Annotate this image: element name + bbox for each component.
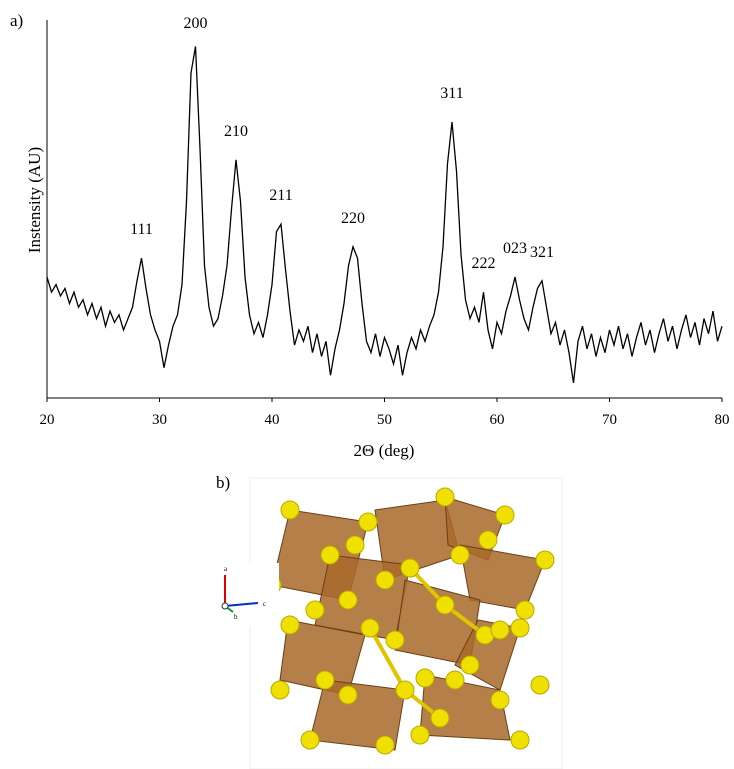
x-tick-label: 20	[40, 412, 55, 428]
x-axis-label: 2Θ (deg)	[354, 441, 415, 460]
peak-label: 200	[184, 15, 208, 32]
xrd-line	[47, 46, 722, 382]
peak-label: 311	[440, 85, 463, 102]
x-tick-label: 40	[265, 412, 280, 428]
axis-label: c	[263, 600, 266, 608]
x-tick-label: 70	[602, 412, 617, 428]
x-tick-label: 30	[152, 412, 167, 428]
peak-label: 210	[224, 123, 248, 140]
x-tick-label: 50	[377, 412, 392, 428]
peak-label: 220	[341, 210, 365, 227]
peak-label: 222	[472, 255, 496, 272]
axis-label: b	[234, 613, 238, 621]
peak-label: 211	[269, 187, 292, 204]
y-axis-label: Instensity (AU)	[25, 147, 44, 253]
axis-origin	[222, 603, 228, 609]
peak-label: 023	[503, 240, 527, 257]
crystal-structure: a b c	[211, 478, 562, 769]
axis-indicator-bg	[211, 563, 279, 627]
x-tick-label: 60	[490, 412, 505, 428]
panel-label: b)	[216, 473, 230, 492]
x-tick-label: 80	[715, 412, 730, 428]
peak-label: 321	[530, 244, 554, 261]
panel-label: a)	[10, 11, 23, 30]
peak-label: 111	[130, 221, 153, 238]
figure: a) 2Θ (deg) Instensity (AU) 20 30 40 50 60 70…	[0, 0, 734, 769]
